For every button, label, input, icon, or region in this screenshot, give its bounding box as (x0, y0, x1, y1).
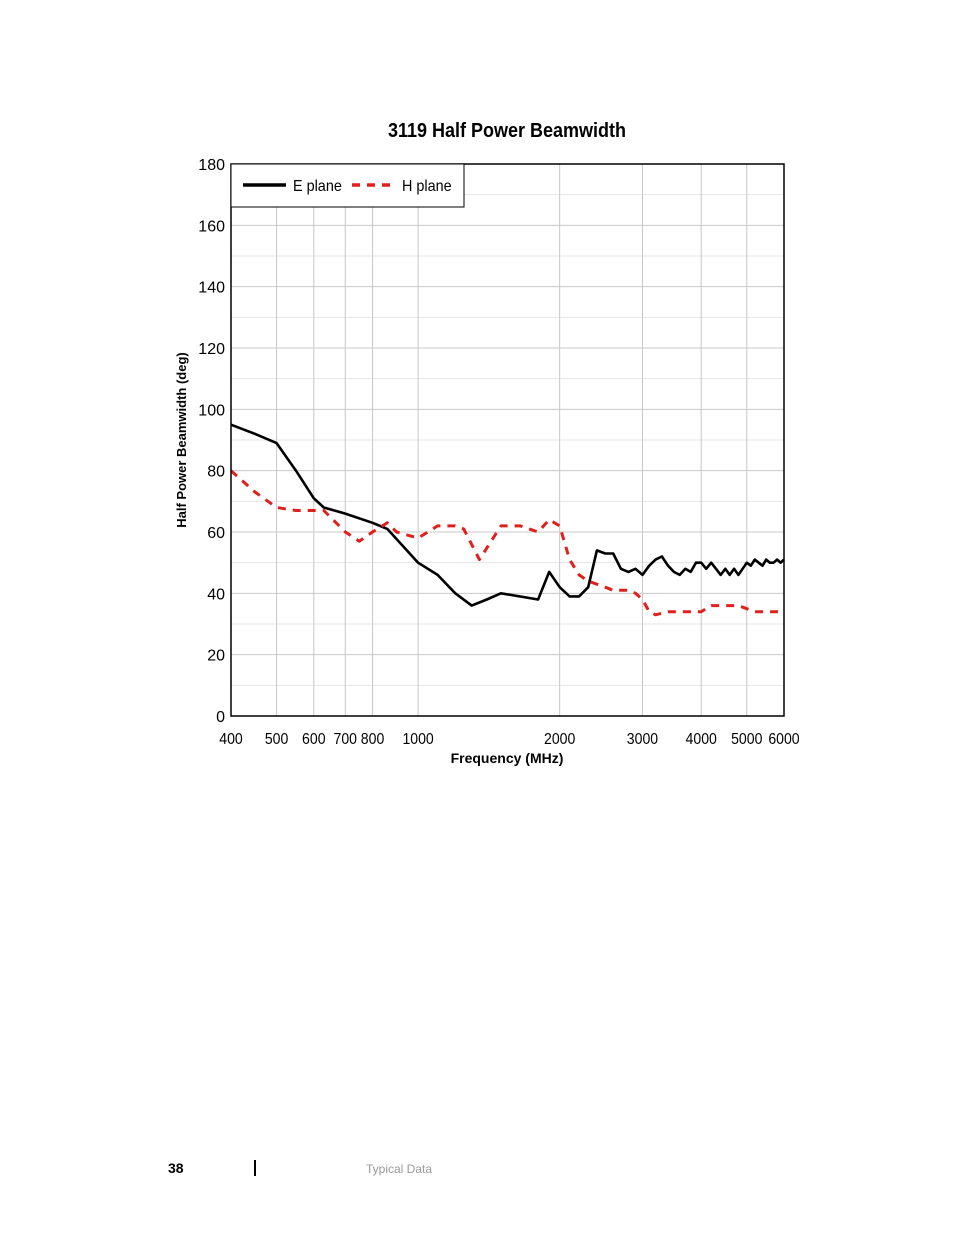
y-tick-label: 20 (207, 648, 225, 665)
legend-label-h-plane: H plane (402, 177, 452, 195)
x-tick-label: 3000 (627, 730, 658, 748)
y-tick-label: 120 (198, 341, 225, 358)
y-tick-label: 0 (216, 709, 225, 726)
y-tick-label: 100 (198, 402, 225, 419)
x-tick-label: 700 (334, 730, 357, 748)
x-tick-label: 4000 (686, 730, 717, 748)
y-tick-label: 40 (207, 586, 225, 603)
x-tick-label: 500 (265, 730, 288, 748)
x-tick-label: 2000 (544, 730, 575, 748)
y-tick-label: 80 (207, 464, 225, 481)
x-tick-label: 600 (302, 730, 325, 748)
x-tick-label: 5000 (731, 730, 762, 748)
x-tick-label: 400 (219, 730, 242, 748)
x-tick-label: 6000 (768, 730, 799, 748)
x-axis-label: Frequency (MHz) (451, 750, 564, 766)
y-tick-label: 160 (198, 218, 225, 235)
series-line-h-plane (230, 469, 784, 617)
y-tick-label: 180 (198, 157, 225, 174)
series-line-e-plane (230, 423, 785, 607)
x-tick-label: 1000 (402, 730, 433, 748)
tick-labels: 0 20 40 60 80 100 120 140 160 180 400 500 600 700 800 1… (198, 157, 799, 748)
legend: E plane H plane (230, 163, 465, 208)
y-tick-label: 60 (207, 525, 225, 542)
legend-label-e-plane: E plane (293, 177, 342, 195)
y-tick-label: 140 (198, 280, 225, 297)
y-axis-label: Half Power Beamwidth (deg) (174, 352, 189, 528)
plot-frame-layer (230, 163, 785, 717)
x-tick-label: 800 (361, 730, 384, 748)
page-number: 38 (168, 1160, 184, 1176)
grid-lines (230, 163, 785, 717)
footer-section-title: Typical Data (366, 1162, 433, 1176)
series-layer (230, 423, 785, 617)
chart-title: 3119 Half Power Beamwidth (388, 120, 626, 142)
plot-frame (230, 163, 785, 717)
footer-separator (254, 1160, 256, 1176)
